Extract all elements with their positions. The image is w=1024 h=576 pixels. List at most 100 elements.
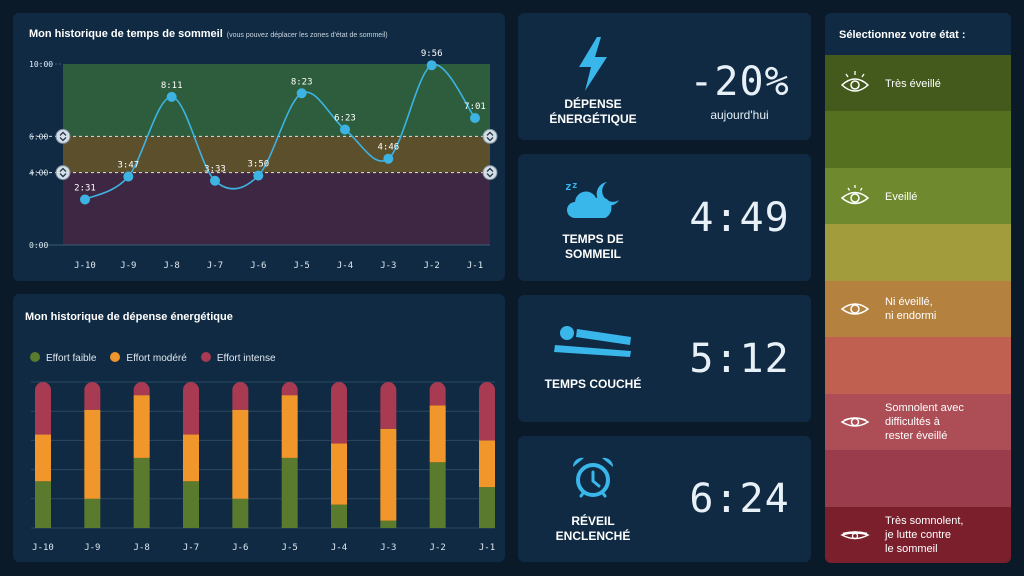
bar-segment-0 (479, 487, 495, 528)
sleep-data-label: 3:47 (117, 161, 139, 171)
state-band-7[interactable] (825, 450, 1011, 507)
state-drowsy[interactable]: Somnolent avec difficultés à rester éveill… (825, 394, 1011, 450)
state-band-8[interactable] (825, 506, 1011, 563)
sleep-time-tile-label: TEMPS DE SOMMEIL (562, 232, 624, 261)
bar-segment-1 (84, 409, 101, 499)
bar-segment-1 (35, 434, 51, 482)
x-tick-label: J-5 (282, 543, 298, 553)
state-band-5[interactable] (825, 337, 1011, 394)
bar-segment-2 (281, 382, 298, 396)
state-label: Ni éveillé, ni endormi (885, 296, 937, 322)
bar-segment-1 (479, 440, 495, 488)
sleep-point-J-1 (470, 112, 480, 123)
alarm-tile[interactable]: RÉVEIL ENCLENCHÉ 6:24 (518, 436, 811, 562)
sleep-history-title: Mon historique de temps de sommeil (vous … (29, 28, 388, 40)
sleep-point-J-4 (340, 124, 350, 135)
bar-segment-0 (35, 481, 51, 528)
bar-segment-1 (281, 395, 298, 458)
sleep-point-J-2 (426, 60, 437, 71)
eye-icon (825, 294, 885, 324)
zone-handle-low-right[interactable] (482, 165, 498, 181)
bar-stack-J-10 (35, 382, 51, 528)
energy-history-title: Mon historique de dépense énergétique (25, 311, 233, 323)
bar-stack-J-4 (331, 382, 347, 528)
x-tick-label: J-10 (74, 261, 96, 271)
legend-item-mid[interactable]: Effort modéré (110, 352, 187, 364)
state-label: Eveillé (885, 190, 918, 203)
sleep-subtitle-text: (vous pouvez déplacer les zones d'état d… (226, 32, 388, 39)
sleep-point-J-7 (210, 175, 220, 186)
lying-person-icon (518, 325, 668, 359)
state-band-3[interactable] (825, 224, 1011, 281)
state-selector-panel: Sélectionnez votre état : (825, 13, 1011, 563)
sleep-zone-2 (63, 172, 490, 245)
state-band-1[interactable] (825, 111, 1011, 168)
state-awake[interactable]: Eveillé (825, 169, 1011, 224)
bar-stack-J-9 (84, 382, 101, 528)
svg-text:z: z (565, 180, 572, 193)
x-tick-label: J-4 (331, 543, 347, 553)
x-tick-label: J-8 (134, 543, 150, 553)
x-tick-label: J-6 (250, 261, 266, 271)
zone-handle-low-left[interactable] (55, 165, 71, 181)
sleep-point-J-9 (123, 171, 134, 182)
y-tick-label: 10:00 (29, 60, 53, 69)
svg-text:z: z (572, 181, 577, 191)
sleep-line-series (84, 64, 476, 201)
bar-stack-J-6 (232, 382, 249, 528)
eye-half-icon (825, 407, 885, 437)
legend-item-high[interactable]: Effort intense (200, 352, 276, 364)
bar-segment-0 (331, 504, 347, 528)
cloud-moon-icon: z z (518, 178, 668, 222)
state-bands (825, 55, 1011, 563)
lying-time-tile[interactable]: TEMPS COUCHÉ 5:12 (518, 295, 811, 422)
sleep-data-label: 8:11 (161, 81, 183, 91)
sleep-point-J-3 (383, 153, 394, 164)
x-tick-label: J-2 (424, 261, 440, 271)
bar-segment-2 (479, 382, 495, 441)
energy-tile-value: -20% (689, 59, 790, 105)
state-band-6[interactable] (825, 393, 1011, 451)
bar-segment-1 (380, 428, 397, 521)
state-label: Très éveillé (885, 77, 941, 90)
sleep-point-J-6 (253, 170, 264, 181)
bar-segment-0 (429, 462, 446, 528)
state-band-0[interactable] (825, 55, 1011, 112)
sleep-time-tile[interactable]: z z TEMPS DE SOMMEIL 4:49 (518, 154, 811, 281)
sleep-data-label: 7:01 (464, 102, 486, 112)
state-label: Très somnolent, je lutte contre le sommeil (885, 515, 964, 555)
state-very-drowsy[interactable]: Très somnolent, je lutte contre le sommeil (825, 507, 1011, 563)
x-tick-label: J-9 (120, 261, 136, 271)
bar-segment-0 (380, 520, 397, 528)
energy-bar-chart: J-10 J-9 J-8 J-7 J-6 J-5 J-4 J-3 J-2 J-1 (31, 381, 495, 553)
state-neutral[interactable]: Ni éveillé, ni endormi (825, 281, 1011, 337)
x-tick-label: J-2 (430, 543, 446, 553)
bar-segment-2 (429, 382, 446, 406)
legend-item-low[interactable]: Effort faible (30, 352, 96, 364)
sleep-line-chart: 10:006:004:000:002:31J-103:47J-98:11J-83… (29, 49, 498, 271)
bar-segment-0 (183, 481, 199, 528)
bar-segment-0 (232, 498, 249, 528)
state-band-4[interactable] (825, 280, 1011, 338)
energy-tile[interactable]: DÉPENSE ÉNERGÉTIQUE -20% aujourd'hui (518, 13, 811, 140)
bar-segment-2 (35, 382, 51, 435)
sleep-history-panel: Mon historique de temps de sommeil (vous … (13, 13, 505, 281)
state-band-2[interactable] (825, 167, 1011, 225)
bar-stack-J-7 (183, 382, 199, 528)
bar-segment-2 (133, 382, 150, 396)
x-tick-label: J-7 (183, 543, 199, 553)
x-tick-label: J-3 (380, 261, 396, 271)
x-tick-label: J-1 (479, 543, 495, 553)
eye-open-icon (825, 182, 885, 212)
state-very-awake[interactable]: Très éveillé (825, 56, 1011, 111)
zone-handle-high-right[interactable] (482, 128, 498, 144)
sleep-data-label: 2:31 (74, 183, 96, 193)
lying-time-tile-value: 5:12 (689, 336, 790, 382)
lightning-icon (518, 35, 668, 93)
zone-handle-high-left[interactable] (55, 128, 71, 144)
bar-segment-1 (331, 443, 347, 505)
x-tick-label: J-9 (84, 543, 100, 553)
x-tick-label: J-8 (164, 261, 180, 271)
x-tick-label: J-5 (294, 261, 310, 271)
energy-tile-sub: aujourd'hui (710, 108, 769, 122)
